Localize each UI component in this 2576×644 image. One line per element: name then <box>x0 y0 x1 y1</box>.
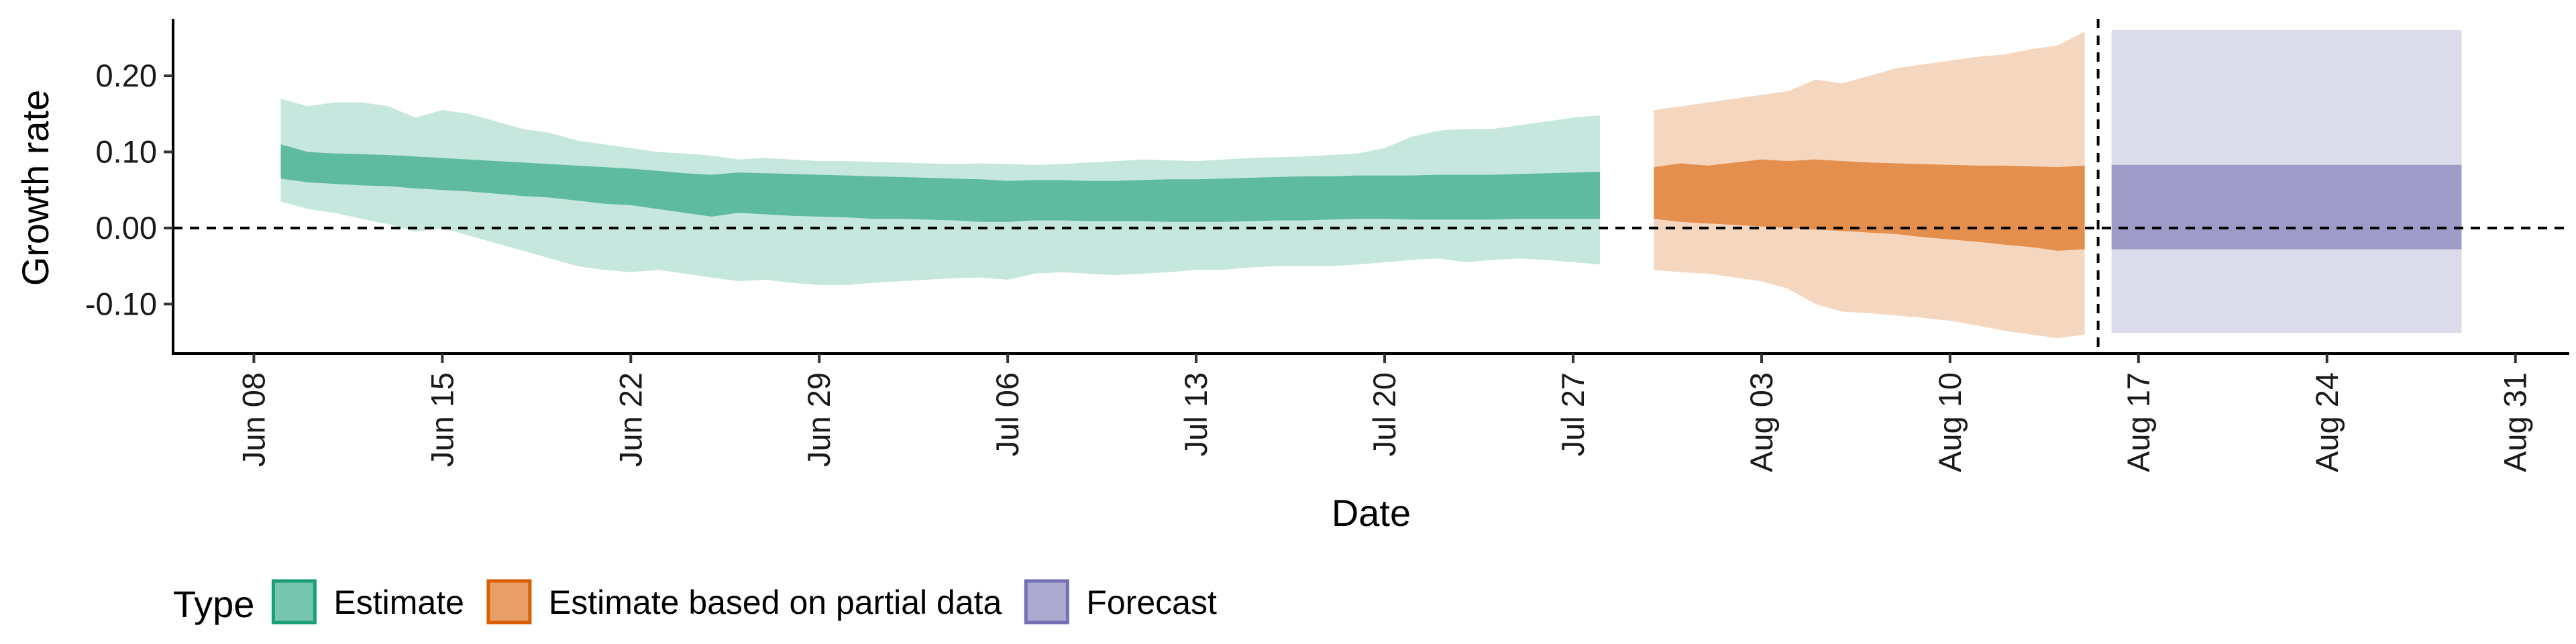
forecast-50-band <box>2111 164 2462 250</box>
y-axis-title: Growth rate <box>14 90 56 286</box>
x-tick-label: Aug 24 <box>2309 372 2345 472</box>
x-tick-label: Jul 13 <box>1178 372 1214 456</box>
x-tick-label: Aug 03 <box>1743 372 1779 472</box>
legend-title: Type <box>173 583 254 625</box>
x-tick-label: Aug 17 <box>2121 372 2156 472</box>
legend-swatch-forecast <box>1024 579 1069 625</box>
y-tick-label: 0.00 <box>96 210 157 246</box>
x-tick-label: Aug 31 <box>2498 372 2533 472</box>
x-tick-label: Jun 29 <box>801 372 837 467</box>
x-axis-title: Date <box>1332 492 1411 534</box>
x-tick-label: Jun 22 <box>612 372 648 467</box>
estimate-50-band <box>280 144 1601 222</box>
x-axis-ticks: Jun 08 Jun 15 Jun 22 Jun 29 Jul 06 Jul 13 Jul … <box>235 354 2533 472</box>
y-tick-label: -0.10 <box>85 286 157 321</box>
legend-label-estimate: Estimate <box>333 584 464 621</box>
x-tick-label: Jul 27 <box>1555 372 1591 456</box>
y-tick-label: 0.10 <box>96 133 157 169</box>
x-tick-label: Jul 20 <box>1366 372 1402 456</box>
legend: Type Estimate Estimate based on partial d… <box>173 579 1217 625</box>
x-tick-label: Aug 10 <box>1932 372 1968 472</box>
estimate-based-on-partial-data-50-band <box>1654 159 2085 251</box>
legend-label-estimate-based-on-partial-data: Estimate based on partial data <box>549 584 1002 621</box>
legend-swatch-estimate <box>271 579 317 625</box>
x-tick-label: Jul 06 <box>989 372 1025 456</box>
y-tick-label: 0.20 <box>96 58 157 93</box>
legend-swatch-estimate-based-on-partial-data <box>486 579 532 625</box>
y-axis-ticks: 0.20 0.10 0.00 -0.10 <box>85 58 173 321</box>
reference-lines <box>173 19 2569 354</box>
ribbon-bands <box>280 30 2462 339</box>
x-tick-label: Jun 15 <box>424 372 460 467</box>
legend-label-forecast: Forecast <box>1086 584 1217 621</box>
x-tick-label: Jun 08 <box>235 372 271 467</box>
